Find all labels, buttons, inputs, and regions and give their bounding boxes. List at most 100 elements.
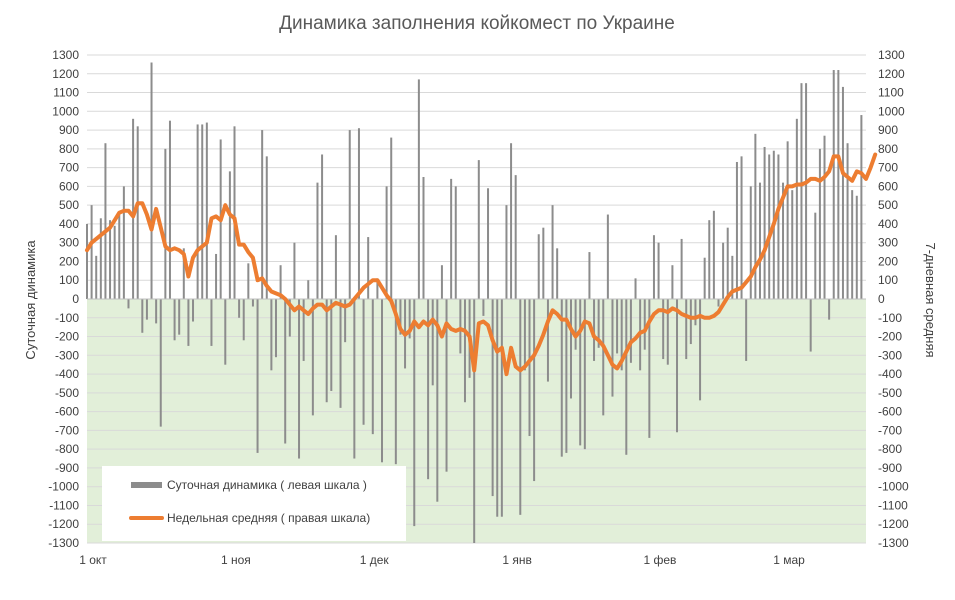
bar bbox=[367, 237, 370, 299]
bar bbox=[846, 143, 849, 299]
y-tick-label-left: 1100 bbox=[53, 86, 79, 100]
bar bbox=[694, 299, 697, 326]
bar bbox=[735, 161, 738, 299]
bar bbox=[487, 188, 490, 299]
bar bbox=[786, 141, 789, 299]
bar bbox=[99, 218, 102, 299]
bar bbox=[307, 280, 310, 299]
bar bbox=[196, 124, 199, 299]
bar bbox=[201, 124, 204, 299]
bar bbox=[556, 248, 559, 299]
bar bbox=[671, 265, 674, 299]
bar bbox=[279, 265, 282, 299]
y-tick-label-right: 800 bbox=[878, 142, 898, 156]
left-axis-title: Суточная динамика bbox=[23, 240, 38, 360]
bar bbox=[145, 299, 148, 320]
bar bbox=[680, 238, 683, 299]
y-tick-label-right: 600 bbox=[878, 179, 898, 193]
bar bbox=[505, 205, 508, 299]
y-tick-label-right: 0 bbox=[878, 292, 885, 306]
bar bbox=[745, 299, 748, 361]
y-tick-label-right: -1000 bbox=[878, 480, 909, 494]
y-tick-label-left: -200 bbox=[55, 330, 79, 344]
bar bbox=[122, 186, 125, 299]
bar bbox=[477, 160, 480, 299]
bar bbox=[837, 70, 840, 299]
y-tick-label-right: 1000 bbox=[878, 104, 905, 118]
y-tick-label-left: 100 bbox=[59, 273, 79, 287]
y-tick-label-left: -100 bbox=[55, 311, 79, 325]
y-tick-label-left: 1200 bbox=[52, 67, 79, 81]
bar bbox=[284, 299, 287, 444]
bar bbox=[855, 195, 858, 299]
bar bbox=[422, 177, 425, 299]
y-tick-label-right: 1300 bbox=[878, 48, 905, 62]
bar bbox=[362, 299, 365, 425]
bar bbox=[712, 210, 715, 299]
legend-box bbox=[102, 466, 406, 541]
bar bbox=[132, 118, 135, 299]
bar bbox=[270, 299, 273, 371]
bar bbox=[519, 299, 522, 515]
bar bbox=[265, 156, 268, 299]
x-axis-ticks: 1 окт 1 ноя 1 дек 1 янв 1 фев 1 мар bbox=[79, 553, 805, 567]
bar bbox=[717, 299, 720, 307]
bar bbox=[758, 182, 761, 299]
bar bbox=[321, 154, 324, 299]
bar bbox=[95, 255, 98, 299]
bar bbox=[625, 299, 628, 455]
x-tick-label: 1 мар bbox=[773, 553, 805, 567]
y-tick-label-left: -400 bbox=[55, 367, 79, 381]
bar bbox=[676, 299, 679, 433]
bar bbox=[740, 156, 743, 299]
bar bbox=[159, 299, 162, 427]
bar bbox=[298, 299, 301, 459]
bar bbox=[440, 265, 443, 299]
bar bbox=[782, 182, 785, 299]
bar bbox=[330, 299, 333, 391]
bar bbox=[261, 130, 264, 299]
bar bbox=[86, 223, 88, 299]
y-tick-label-right: 100 bbox=[878, 273, 898, 287]
bar bbox=[602, 299, 605, 416]
bar bbox=[178, 299, 181, 335]
bar bbox=[344, 299, 347, 343]
bar bbox=[703, 257, 706, 299]
bar bbox=[311, 299, 314, 416]
bar bbox=[795, 118, 798, 299]
right-axis-title: 7-дневная средняя bbox=[923, 242, 938, 357]
bar bbox=[629, 299, 632, 363]
bar bbox=[860, 115, 863, 299]
bar bbox=[413, 299, 416, 527]
legend: Суточная динамика ( левая шкала ) Недель… bbox=[102, 466, 406, 541]
bar bbox=[528, 299, 531, 437]
bar bbox=[491, 299, 494, 497]
bar bbox=[348, 130, 351, 299]
bar bbox=[390, 137, 393, 299]
bar bbox=[417, 79, 420, 300]
bar bbox=[408, 299, 411, 339]
bar bbox=[832, 70, 835, 299]
weekly-average-line bbox=[85, 152, 878, 377]
bar bbox=[579, 299, 582, 446]
bar bbox=[851, 190, 854, 299]
bar bbox=[150, 62, 153, 299]
bar bbox=[450, 178, 453, 299]
bar bbox=[445, 299, 448, 472]
y-tick-label-right: 700 bbox=[878, 161, 898, 175]
bar bbox=[141, 299, 144, 333]
bar bbox=[593, 299, 596, 361]
y-tick-label-right: 1200 bbox=[878, 67, 905, 81]
y-tick-label-left: 200 bbox=[59, 254, 79, 268]
y-tick-label-right: -1100 bbox=[878, 498, 908, 512]
bar bbox=[841, 86, 844, 300]
bar bbox=[136, 126, 139, 299]
y-tick-label-left: 400 bbox=[59, 217, 79, 231]
bar bbox=[814, 212, 817, 299]
bar bbox=[473, 299, 476, 543]
bar bbox=[173, 299, 176, 341]
bar bbox=[620, 299, 623, 371]
bar bbox=[168, 120, 171, 299]
y-tick-label-left: -1300 bbox=[48, 536, 79, 550]
